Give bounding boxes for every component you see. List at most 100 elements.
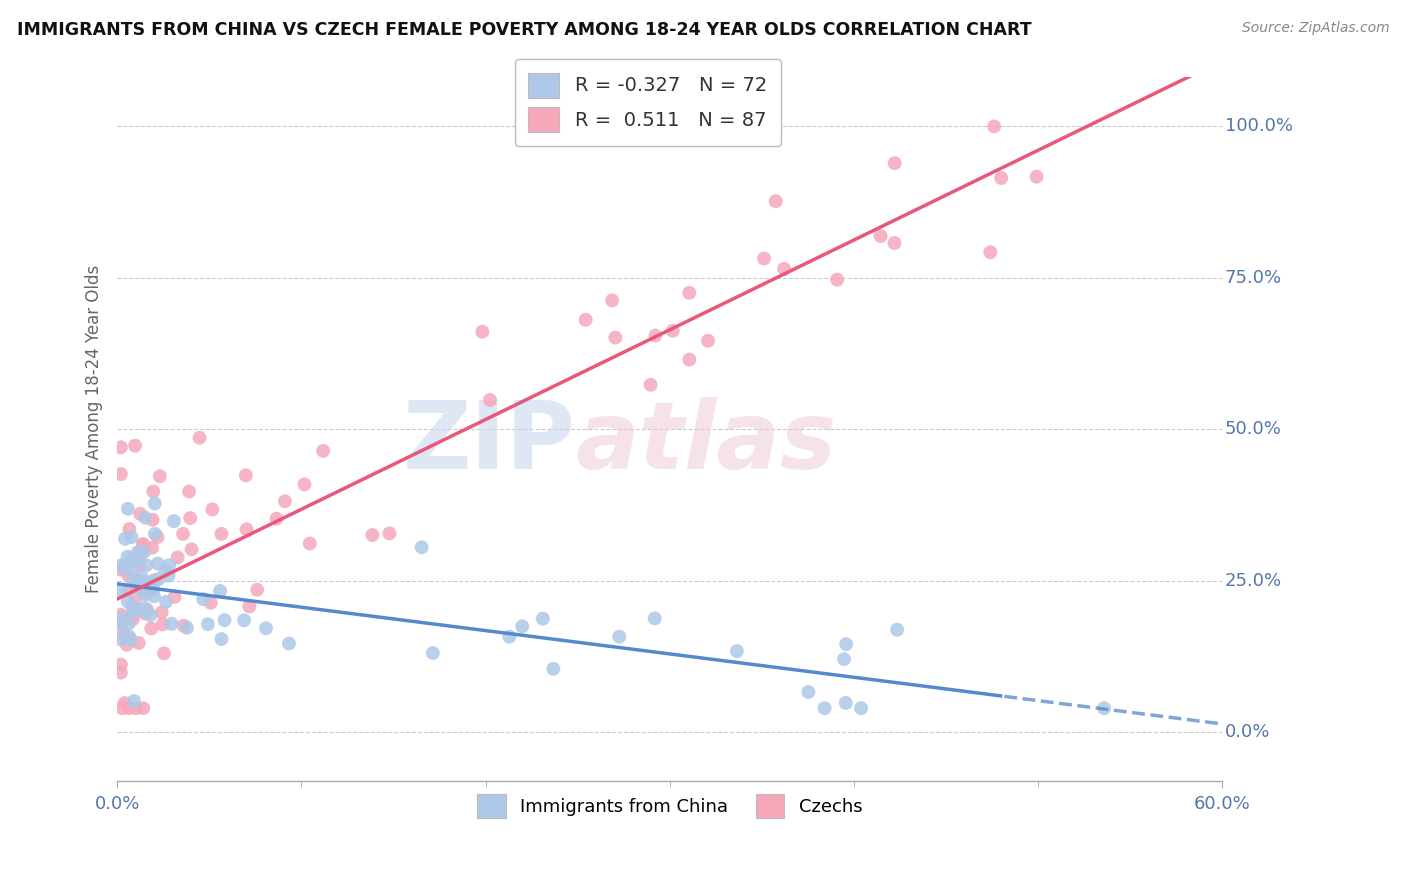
Point [142,513,165,527]
Point [422,646,444,660]
Point [575,312,598,326]
Y-axis label: Female Poverty Among 18-24 Year Olds: Female Poverty Among 18-24 Year Olds [86,265,103,593]
Point [883,156,905,170]
Point [127,582,149,596]
Point [157,568,180,582]
Point [134,601,156,615]
Point [129,544,152,558]
Point [134,588,156,602]
Text: 75.0%: 75.0% [1225,268,1282,286]
Point [121,555,143,569]
Point [640,377,662,392]
Point [132,538,155,552]
Point [644,611,666,625]
Point [193,592,215,607]
Point [118,522,141,536]
Point [117,568,139,582]
Point [127,545,149,559]
Point [110,583,132,598]
Point [160,616,183,631]
Point [139,608,162,623]
Point [143,573,166,587]
Point [111,611,134,625]
Point [479,392,502,407]
Point [134,510,156,524]
Point [510,619,533,633]
Point [121,609,143,624]
Point [607,630,630,644]
Text: 50.0%: 50.0% [1225,420,1281,438]
Point [142,484,165,499]
Point [1025,169,1047,184]
Point [543,662,565,676]
Point [131,571,153,585]
Point [110,657,132,672]
Point [835,637,858,651]
Point [118,629,141,643]
Point [112,627,135,641]
Point [121,552,143,566]
Point [166,550,188,565]
Point [110,563,132,577]
Text: 25.0%: 25.0% [1225,572,1282,590]
Point [117,549,139,564]
Point [110,558,132,573]
Point [118,701,141,715]
Point [238,599,260,614]
Point [149,469,172,483]
Point [136,603,159,617]
Point [411,540,433,554]
Point [246,582,269,597]
Point [134,607,156,621]
Point [141,541,163,555]
Point [983,120,1005,134]
Point [134,585,156,599]
Point [235,468,257,483]
Text: 0.0%: 0.0% [1225,723,1270,741]
Point [110,617,132,632]
Point [110,440,132,454]
Point [678,285,700,300]
Point [773,261,796,276]
Point [163,590,186,604]
Point [110,632,132,647]
Point [128,558,150,573]
Point [188,431,211,445]
Point [124,439,146,453]
Point [825,272,848,286]
Point [153,646,176,660]
Point [979,245,1001,260]
Point [142,582,165,597]
Point [118,616,141,631]
Point [117,594,139,608]
Point [254,621,277,635]
Point [752,252,775,266]
Point [180,542,202,557]
Point [122,606,145,620]
Point [869,229,891,244]
Point [143,526,166,541]
Point [498,630,520,644]
Point [111,701,134,715]
Point [172,527,194,541]
Point [155,595,177,609]
Legend: Immigrants from China, Czechs: Immigrants from China, Czechs [470,787,870,825]
Point [110,615,132,629]
Point [120,632,142,647]
Point [201,502,224,516]
Point [179,511,201,525]
Point [849,701,872,715]
Point [157,558,180,573]
Point [114,696,136,710]
Text: atlas: atlas [576,397,837,490]
Point [173,618,195,632]
Point [128,636,150,650]
Point [661,324,683,338]
Point [814,701,837,715]
Point [112,560,135,574]
Point [132,574,155,589]
Point [143,590,166,604]
Text: ZIP: ZIP [404,397,576,490]
Point [117,501,139,516]
Point [1092,701,1115,715]
